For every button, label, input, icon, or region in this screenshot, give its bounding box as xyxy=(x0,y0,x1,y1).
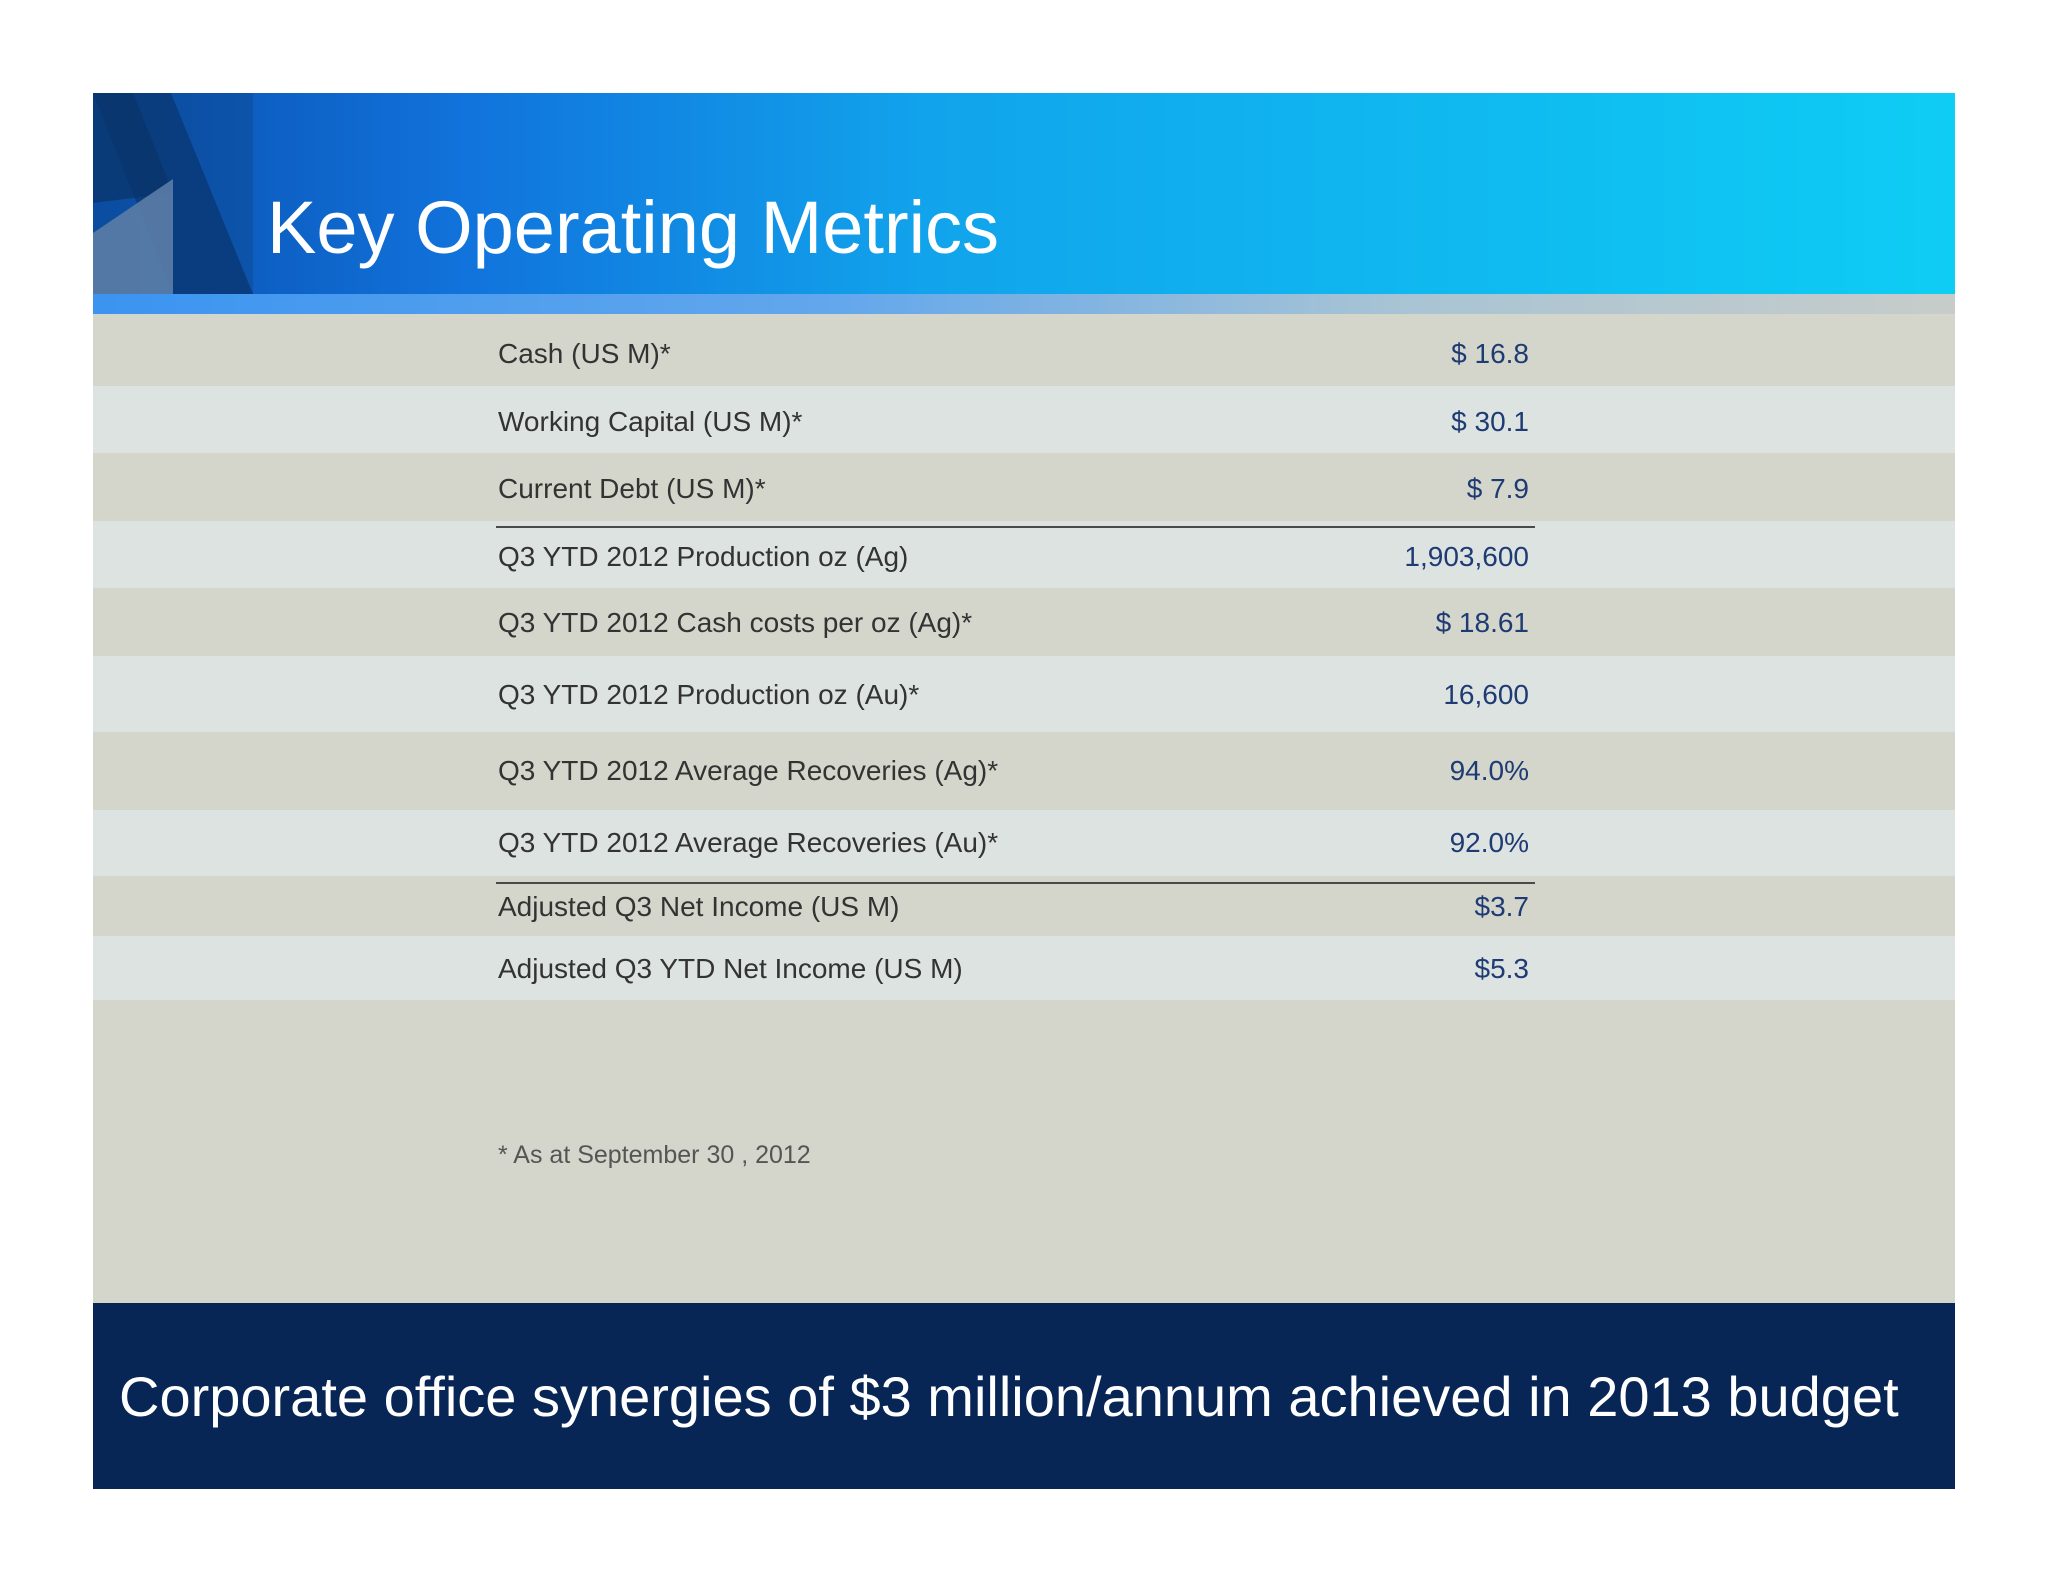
metric-value: 1,903,600 xyxy=(1404,541,1529,572)
metric-label: Adjusted Q3 Net Income (US M) xyxy=(498,891,900,922)
metric-label: Q3 YTD 2012 Average Recoveries (Au)* xyxy=(498,827,999,858)
metric-row: Adjusted Q3 YTD Net Income (US M) $5.3 xyxy=(93,936,1955,1000)
metric-value: $3.7 xyxy=(1474,891,1530,922)
metric-row: Current Debt (US M)* $ 7.9 xyxy=(93,453,1955,521)
metric-row: Q3 YTD 2012 Production oz (Ag) 1,903,600 xyxy=(93,521,1955,588)
metric-row: Q3 YTD 2012 Average Recoveries (Ag)* 94.… xyxy=(93,732,1955,810)
metric-row: Working Capital (US M)* $ 30.1 xyxy=(93,386,1955,453)
metric-row: Q3 YTD 2012 Production oz (Au)* 16,600 xyxy=(93,656,1955,732)
metric-value: $ 30.1 xyxy=(1451,406,1529,437)
summary-banner: Corporate office synergies of $3 million… xyxy=(93,1303,1955,1489)
slide: Key Operating Metrics Cash (US M)* $ 16.… xyxy=(93,93,1955,1489)
metric-value: 16,600 xyxy=(1443,679,1529,710)
metric-value: 92.0% xyxy=(1449,827,1529,858)
metric-row: Cash (US M)* $ 16.8 xyxy=(93,314,1955,386)
metric-row: Adjusted Q3 Net Income (US M) $3.7 xyxy=(93,876,1955,936)
metric-label: Cash (US M)* xyxy=(498,338,671,369)
metric-value: 94.0% xyxy=(1449,755,1529,786)
metric-row: Q3 YTD 2012 Cash costs per oz (Ag)* $ 18… xyxy=(93,588,1955,656)
metric-label: Adjusted Q3 YTD Net Income (US M) xyxy=(498,953,963,984)
metric-label: Q3 YTD 2012 Average Recoveries (Ag)* xyxy=(498,755,999,786)
banner-text: Corporate office synergies of $3 million… xyxy=(119,1365,1899,1428)
metric-label: Q3 YTD 2012 Production oz (Ag) xyxy=(498,541,909,572)
metric-value: $ 16.8 xyxy=(1451,338,1529,369)
logo-graphic xyxy=(93,93,253,294)
section-divider xyxy=(496,882,1535,884)
metric-row: Q3 YTD 2012 Average Recoveries (Au)* 92.… xyxy=(93,810,1955,876)
page-title: Key Operating Metrics xyxy=(267,186,1000,269)
metric-value: $ 18.61 xyxy=(1435,607,1529,638)
metric-value: $5.3 xyxy=(1474,953,1530,984)
metric-label: Current Debt (US M)* xyxy=(498,473,766,504)
header-stripe xyxy=(93,294,1955,314)
metric-label: Q3 YTD 2012 Production oz (Au)* xyxy=(498,679,920,710)
metric-label: Working Capital (US M)* xyxy=(498,406,803,437)
metric-value: $ 7.9 xyxy=(1466,473,1529,504)
metric-label: Q3 YTD 2012 Cash costs per oz (Ag)* xyxy=(498,607,973,638)
section-divider xyxy=(496,526,1535,528)
footnote: * As at September 30 , 2012 xyxy=(498,1141,811,1169)
slide-header: Key Operating Metrics xyxy=(93,93,1955,294)
